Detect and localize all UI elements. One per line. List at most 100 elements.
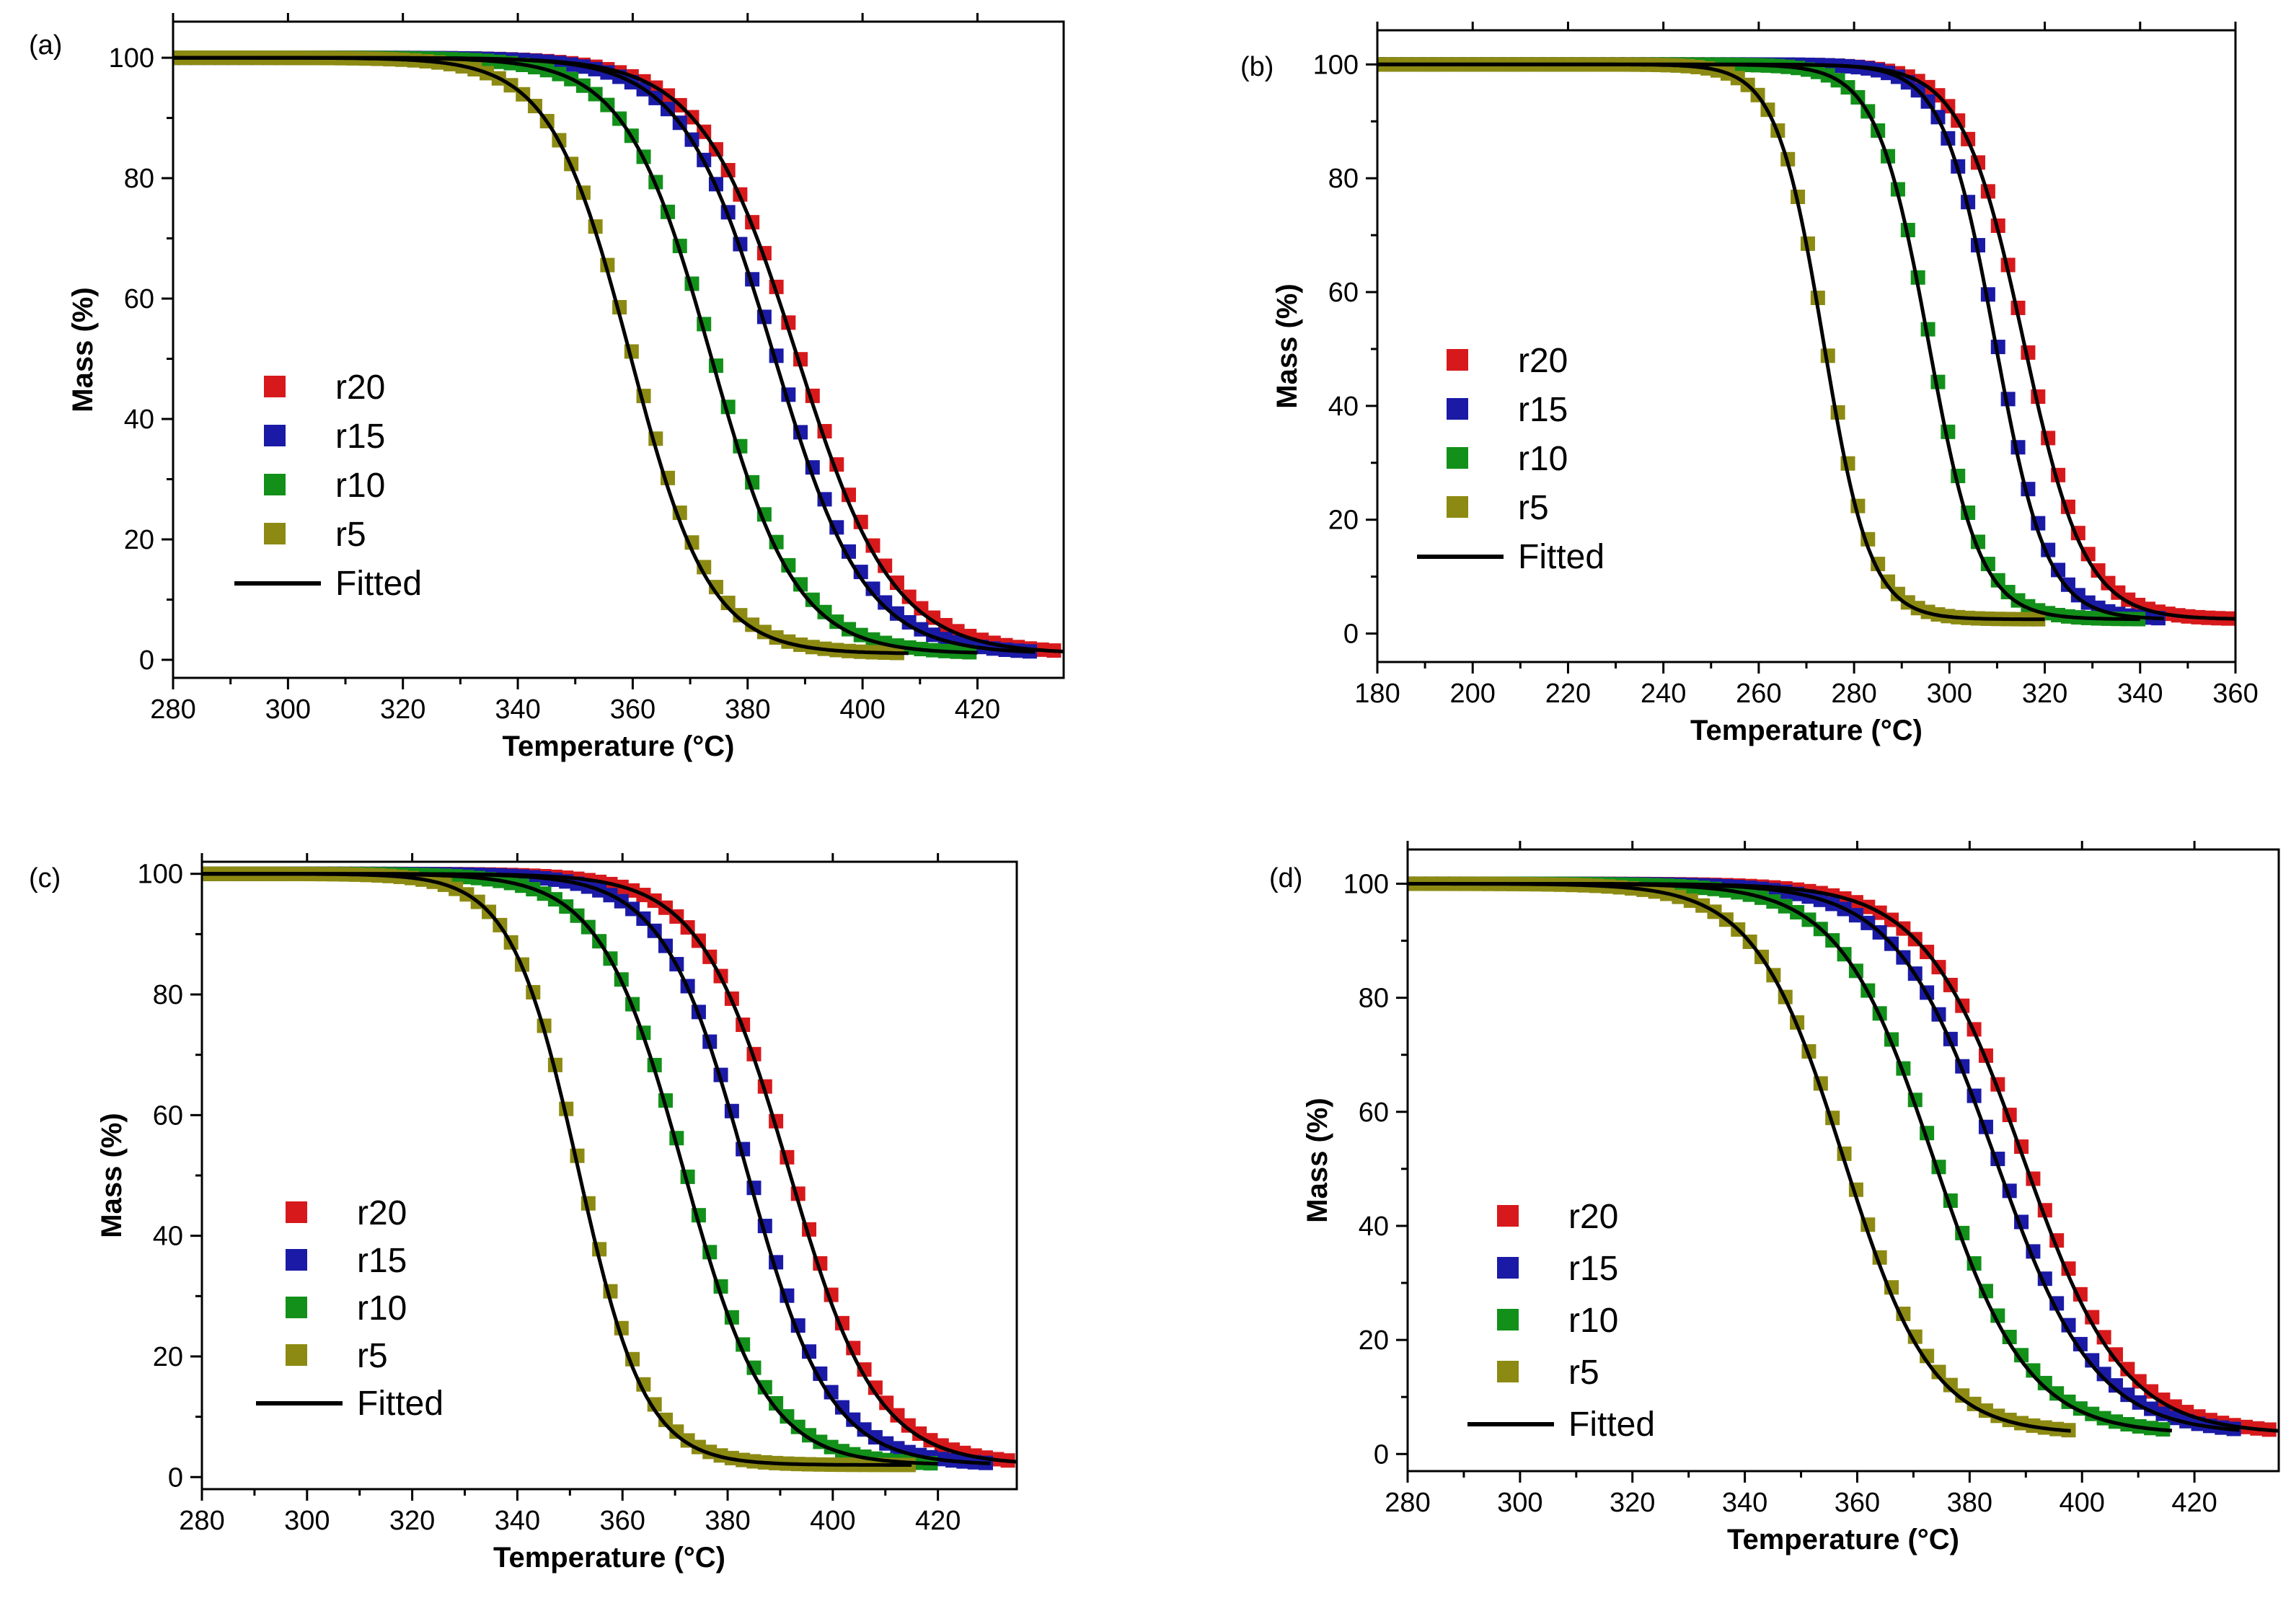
fitted-curve-r10	[173, 56, 978, 655]
x-tick-label: 300	[1927, 679, 1972, 709]
data-point-r5	[1955, 1388, 1970, 1403]
y-tick-label: 40	[124, 405, 154, 435]
legend-marker-r5	[264, 523, 286, 544]
x-tick-label: 280	[179, 1506, 224, 1536]
legend-label: r10	[335, 467, 385, 505]
x-tick-label: 280	[1385, 1488, 1430, 1518]
y-tick-label: 0	[1374, 1439, 1389, 1470]
fitted-curve-r15	[173, 56, 1036, 654]
x-tick-label: 360	[1835, 1488, 1880, 1518]
legend-marker-r15	[1497, 1257, 1519, 1279]
panel-d: (d) 280 300 320 340 360 380 400 420 0 20 40 60 80 100 T…	[1269, 841, 2280, 1555]
x-tick-label: 320	[1610, 1488, 1655, 1518]
x-tick-label: 320	[389, 1506, 435, 1536]
fitted-curve-r5	[202, 872, 912, 1467]
y-tick-label: 60	[124, 284, 154, 314]
fitted-curve-r10	[202, 872, 938, 1466]
series-r10	[1377, 57, 2146, 627]
data-point-r15	[889, 606, 904, 621]
fitted-curve-r5	[1408, 882, 2071, 1433]
data-point-r10	[790, 1419, 805, 1434]
legend-label: Fitted	[1568, 1405, 1655, 1444]
legend-label: r5	[1518, 489, 1549, 527]
legend-marker-r10	[1497, 1309, 1519, 1330]
y-tick-label: 60	[1359, 1098, 1389, 1128]
data-point-r20	[914, 601, 929, 616]
fitted-curve-r20	[173, 56, 1064, 653]
fitted-curve-r15	[202, 872, 991, 1465]
plot-frame	[200, 860, 1018, 1491]
legend: r20 r15 r10 r5 Fitted	[1467, 1198, 1655, 1444]
legend-label: r5	[357, 1337, 388, 1375]
x-tick-label: 400	[2060, 1488, 2105, 1518]
legend-marker-r10	[286, 1297, 307, 1318]
x-tick-label: 420	[2171, 1488, 2217, 1518]
x-tick-label: 280	[150, 694, 195, 725]
x-tick-label: 420	[955, 694, 1000, 725]
plot-area	[1377, 57, 2235, 627]
y-axis-title: Mass (%)	[1271, 283, 1303, 408]
legend-label: r5	[1568, 1354, 1599, 1392]
legend-label: r15	[335, 418, 385, 456]
data-point-r5	[647, 1397, 662, 1412]
panel-label: (d)	[1269, 863, 1302, 893]
legend-marker-r5	[1447, 496, 1468, 518]
legend-marker-r20	[264, 376, 286, 397]
x-tick-label: 300	[1497, 1488, 1542, 1518]
data-point-r10	[769, 1396, 784, 1411]
x-tick-label: 200	[1450, 679, 1496, 709]
y-tick-label: 40	[1359, 1212, 1389, 1242]
y-tick-label: 100	[109, 43, 154, 74]
data-point-r15	[857, 1422, 872, 1437]
series-r5	[202, 866, 916, 1473]
y-tick-label: 80	[153, 980, 183, 1010]
data-point-r5	[1931, 1364, 1946, 1380]
y-tick-label: 100	[1343, 869, 1389, 899]
x-tick-label: 240	[1641, 679, 1686, 709]
x-tick-label: 300	[284, 1506, 330, 1536]
y-tick-label: 20	[153, 1342, 183, 1372]
x-tick-label: 220	[1545, 679, 1591, 709]
x-tick-label: 360	[600, 1506, 645, 1536]
legend-label: r10	[357, 1289, 407, 1328]
legend-marker-r20	[286, 1201, 307, 1223]
data-point-r20	[2120, 1362, 2135, 1377]
data-point-r10	[817, 604, 832, 619]
legend-marker-r15	[264, 425, 286, 446]
x-tick-label: 320	[2022, 679, 2067, 709]
plot-frame	[1376, 29, 2237, 663]
data-point-r15	[2120, 1387, 2135, 1403]
data-point-r15	[824, 1385, 839, 1400]
fitted-curve-r10	[1377, 62, 2140, 622]
fitted-curve-r20	[1377, 62, 2235, 621]
data-point-r10	[2049, 1386, 2065, 1401]
data-point-r10	[757, 1380, 772, 1395]
series-r20	[1377, 57, 2235, 626]
y-tick-label: 80	[1359, 984, 1389, 1014]
data-point-r20	[2108, 1347, 2123, 1362]
legend-label: r10	[1568, 1302, 1618, 1340]
x-tick-label: 400	[810, 1506, 855, 1536]
y-tick-label: 40	[1328, 392, 1359, 422]
x-tick-label: 420	[915, 1506, 961, 1536]
data-point-r5	[1943, 1377, 1958, 1393]
plot-area	[202, 866, 1017, 1473]
x-tick-label: 400	[839, 694, 885, 725]
y-tick-label: 80	[1328, 164, 1359, 194]
fitted-curve-r10	[1408, 882, 2173, 1433]
panel-a: (a) 280 300 320 340 360 380 400 420 0 20 40 60 80 100 T…	[29, 13, 1065, 762]
x-axis-title: Temperature (°C)	[503, 731, 735, 762]
x-tick-label: 180	[1354, 679, 1400, 709]
legend-label: Fitted	[357, 1385, 443, 1423]
data-point-r10	[805, 592, 820, 607]
legend-label: r15	[1568, 1250, 1618, 1288]
data-point-r15	[834, 1400, 849, 1415]
series-r10	[1408, 876, 2171, 1437]
panel-label: (a)	[29, 30, 62, 61]
x-tick-label: 320	[380, 694, 425, 725]
data-point-r20	[868, 1380, 883, 1395]
legend-label: Fitted	[1518, 538, 1604, 576]
legend-marker-r20	[1497, 1205, 1519, 1227]
x-tick-label: 300	[265, 694, 311, 725]
data-point-r5	[658, 1412, 674, 1427]
